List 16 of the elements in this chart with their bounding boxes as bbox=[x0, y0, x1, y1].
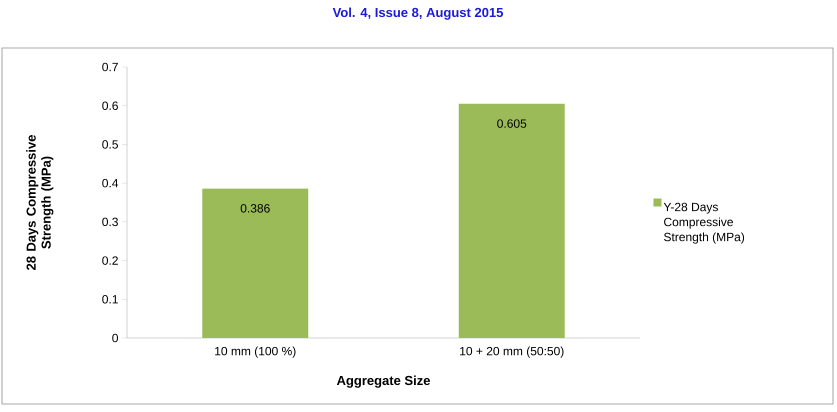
x-tick-label: 10 mm (100 %) bbox=[215, 346, 296, 358]
y-tick-label: 0.4 bbox=[102, 178, 118, 188]
y-tick-label: 0.3 bbox=[102, 218, 118, 226]
data-label: 0.605 bbox=[497, 119, 526, 128]
text: Vol. 4, Issue 8, August 2015 bbox=[332, 8, 504, 20]
y-tick-label: 0.6 bbox=[102, 101, 118, 110]
data-label: 0.386 bbox=[240, 204, 270, 213]
x-tick-label: 10 + 20 mm (50:50) bbox=[460, 346, 564, 358]
y-tick-label: 0.1 bbox=[102, 295, 118, 304]
y-axis-title: 28 Days Compressive Strength (MPa) bbox=[26, 135, 54, 270]
y-tick-label: 0 bbox=[112, 334, 118, 342]
x-axis-title: Aggregate Size bbox=[336, 376, 430, 388]
y-tick-label: 0.7 bbox=[102, 62, 118, 72]
y-tick-label: 0.2 bbox=[102, 256, 118, 265]
y-tick-label: 0.5 bbox=[102, 140, 118, 149]
legend-label: Y-28 Days Compressive Strength (MPa) bbox=[664, 202, 744, 244]
